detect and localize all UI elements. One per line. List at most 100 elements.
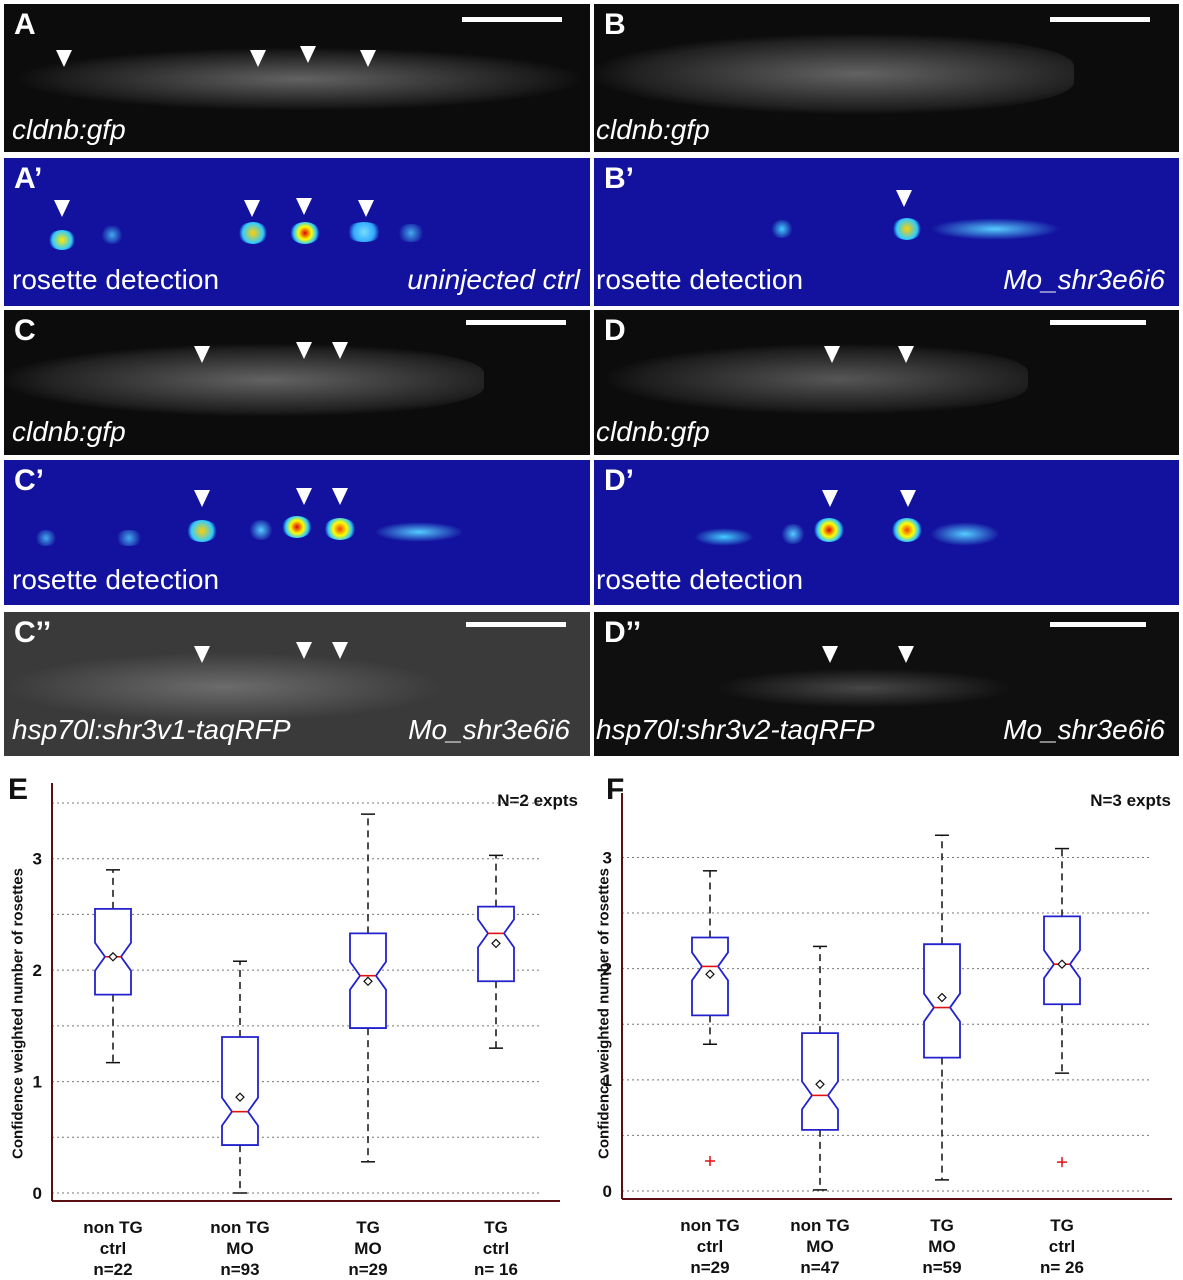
mean-marker bbox=[108, 951, 118, 962]
panel-caption: rosette detection bbox=[596, 564, 804, 595]
panel-c-double-prime-rfp-image: C’’ hsp70l:shr3v1-taqRFP Mo_shr3e6i6 bbox=[4, 612, 590, 756]
chart-note: N=2 expts bbox=[497, 791, 578, 810]
rosette-hotspot bbox=[324, 518, 356, 540]
panel-label: A bbox=[14, 8, 36, 41]
detection-spot bbox=[930, 218, 1060, 240]
panel-caption: cldnb:gfp bbox=[596, 114, 710, 145]
category-line: MO bbox=[928, 1237, 956, 1256]
rosette-arrow bbox=[250, 50, 266, 67]
rosette-arrow bbox=[296, 488, 312, 505]
x-category-label: non TG ctrl n=29 bbox=[665, 1215, 755, 1278]
mean-marker bbox=[363, 976, 373, 987]
panel-label: C’ bbox=[14, 464, 44, 497]
y-tick-label: 0 bbox=[33, 1184, 42, 1203]
panel-caption: rosette detection bbox=[596, 264, 804, 295]
detection-spot bbox=[114, 530, 144, 546]
category-line: non TG bbox=[680, 1216, 740, 1235]
y-tick-label: 2 bbox=[33, 961, 42, 980]
y-tick-label: 1 bbox=[603, 1071, 612, 1090]
rosette-arrow bbox=[332, 642, 348, 659]
box bbox=[221, 1036, 259, 1146]
category-line: TG bbox=[1050, 1216, 1074, 1235]
mean-marker bbox=[235, 1092, 245, 1103]
rosette-arrow bbox=[296, 642, 312, 659]
panel-d-double-prime-rfp-image: D’’ hsp70l:shr3v2-taqRFP Mo_shr3e6i6 bbox=[594, 612, 1179, 756]
x-category-label: TG MO n=29 bbox=[323, 1217, 413, 1280]
panel-d-prime-heatmap: D’ rosette detection bbox=[594, 460, 1179, 605]
rosette-hotspot bbox=[186, 520, 218, 542]
rosette-arrow bbox=[898, 346, 914, 363]
category-line: MO bbox=[226, 1239, 254, 1258]
category-line: n= 16 bbox=[474, 1260, 518, 1279]
mean-marker bbox=[815, 1079, 825, 1090]
rosette-arrow bbox=[358, 200, 374, 217]
detection-spot bbox=[374, 522, 464, 542]
rosette-arrow bbox=[56, 50, 72, 67]
panel-a-gfp-image: A cldnb:gfp bbox=[4, 4, 590, 152]
category-line: non TG bbox=[790, 1216, 850, 1235]
category-line: MO bbox=[806, 1237, 834, 1256]
rosette-arrow bbox=[332, 488, 348, 505]
detection-spot bbox=[100, 226, 124, 244]
panel-label: A’ bbox=[14, 162, 43, 195]
rosette-arrow bbox=[896, 190, 912, 207]
category-line: n=59 bbox=[922, 1258, 962, 1277]
category-line: TG bbox=[484, 1218, 508, 1237]
rosette-arrow bbox=[296, 342, 312, 359]
x-category-label: non TG ctrl n=22 bbox=[68, 1217, 158, 1280]
rosette-arrow bbox=[824, 346, 840, 363]
panel-label: D bbox=[604, 314, 626, 347]
chart-note: N=3 expts bbox=[1090, 791, 1171, 810]
category-line: n=22 bbox=[93, 1260, 133, 1279]
y-tick-label: 1 bbox=[33, 1073, 42, 1092]
x-category-label: TG MO n=59 bbox=[897, 1215, 987, 1278]
panel-label: C bbox=[14, 314, 36, 347]
panel-caption: rosette detection bbox=[12, 264, 220, 295]
chart-e: E N=2 expts Confidence weighted number o… bbox=[0, 765, 590, 1279]
panel-d-gfp-image: D cldnb:gfp bbox=[594, 310, 1179, 455]
scale-bar bbox=[466, 622, 566, 627]
detection-spot bbox=[34, 530, 58, 546]
box-plot-4 bbox=[477, 854, 515, 1049]
panel-caption: hsp70l:shr3v2-taqRFP bbox=[596, 714, 875, 745]
mean-marker bbox=[705, 969, 715, 980]
category-line: TG bbox=[356, 1218, 380, 1237]
rfp-puncta bbox=[4, 652, 444, 722]
rosette-hotspot bbox=[282, 516, 312, 538]
primordium-cells bbox=[4, 344, 484, 416]
scale-bar bbox=[1050, 320, 1146, 325]
primordium-cells bbox=[594, 34, 1074, 114]
panel-caption: hsp70l:shr3v1-taqRFP bbox=[12, 714, 291, 745]
box bbox=[94, 907, 132, 996]
scale-bar bbox=[1050, 622, 1146, 627]
rosette-arrow bbox=[822, 490, 838, 507]
y-tick-label: 0 bbox=[603, 1182, 612, 1201]
category-line: TG bbox=[930, 1216, 954, 1235]
panel-label: C’’ bbox=[14, 616, 52, 649]
category-line: n=93 bbox=[220, 1260, 260, 1279]
category-line: n= 26 bbox=[1040, 1258, 1084, 1277]
scale-bar bbox=[1050, 17, 1150, 22]
rosette-hotspot bbox=[892, 518, 922, 542]
panel-caption: rosette detection bbox=[12, 564, 220, 595]
panel-c-prime-heatmap: C’ rosette detection bbox=[4, 460, 590, 605]
rosette-hotspot bbox=[814, 518, 844, 542]
category-line: non TG bbox=[210, 1218, 270, 1237]
mean-marker bbox=[1057, 959, 1067, 970]
rosette-hotspot bbox=[238, 222, 268, 244]
chart-plot: 0 1 2 3 bbox=[33, 783, 560, 1203]
condition-label: uninjected ctrl bbox=[407, 264, 580, 295]
x-category-label: non TG MO n=47 bbox=[775, 1215, 865, 1278]
mean-marker bbox=[491, 938, 501, 949]
rosette-arrow bbox=[300, 46, 316, 63]
condition-label: Mo_shr3e6i6 bbox=[408, 714, 570, 745]
rosette-arrow bbox=[898, 646, 914, 663]
panel-label: D’ bbox=[604, 464, 634, 497]
box-plot-3 bbox=[349, 813, 387, 1163]
detection-spot bbox=[694, 528, 754, 546]
rosette-hotspot bbox=[290, 222, 320, 244]
box-plot-2 bbox=[801, 945, 839, 1191]
rosette-arrow bbox=[360, 50, 376, 67]
detection-spot bbox=[396, 224, 426, 242]
rosette-hotspot bbox=[48, 230, 76, 250]
